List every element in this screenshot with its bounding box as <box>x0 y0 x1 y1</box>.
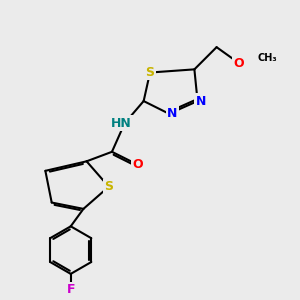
Text: N: N <box>196 94 206 108</box>
Text: HN: HN <box>111 117 132 130</box>
Text: S: S <box>104 180 113 193</box>
Text: S: S <box>146 66 154 79</box>
Text: F: F <box>67 283 75 296</box>
Text: O: O <box>132 158 142 171</box>
Text: CH₃: CH₃ <box>258 53 278 63</box>
Text: O: O <box>233 56 244 70</box>
Text: N: N <box>167 107 177 120</box>
